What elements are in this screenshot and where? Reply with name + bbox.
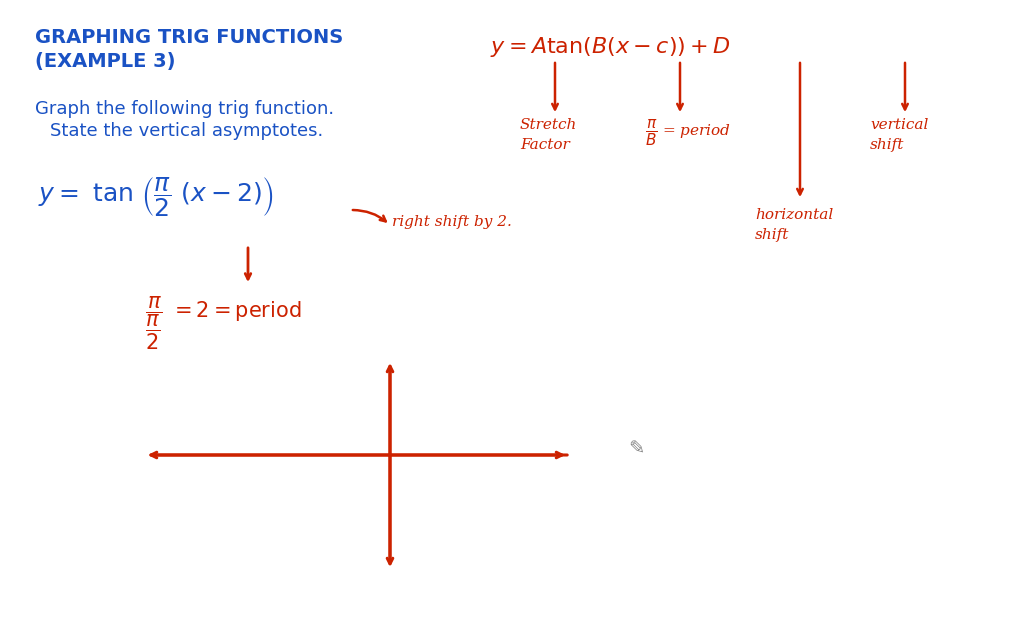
Text: $y = A\mathrm{tan}(B(x-c)) + D$: $y = A\mathrm{tan}(B(x-c)) + D$ [490,35,731,59]
Text: $\dfrac{\pi}{B}$ = period: $\dfrac{\pi}{B}$ = period [645,118,731,148]
Text: right shift by 2.: right shift by 2. [392,215,512,229]
Text: vertical: vertical [870,118,929,132]
Text: shift: shift [870,138,904,152]
Text: ✎: ✎ [628,440,644,459]
Text: horizontal: horizontal [755,208,834,222]
Text: $y = \ \mathrm{tan}\ \left(\dfrac{\pi}{2}\ (x - 2)\right)$: $y = \ \mathrm{tan}\ \left(\dfrac{\pi}{2… [38,175,274,219]
Text: shift: shift [755,228,790,242]
Text: $\dfrac{\pi}{\dfrac{\pi}{2}}\ = 2 = \mathrm{period}$: $\dfrac{\pi}{\dfrac{\pi}{2}}\ = 2 = \mat… [145,295,301,352]
Text: GRAPHING TRIG FUNCTIONS: GRAPHING TRIG FUNCTIONS [35,28,343,47]
Text: State the vertical asymptotes.: State the vertical asymptotes. [50,122,324,140]
Text: Factor: Factor [520,138,569,152]
Text: Graph the following trig function.: Graph the following trig function. [35,100,334,118]
Text: Stretch: Stretch [520,118,578,132]
Text: (EXAMPLE 3): (EXAMPLE 3) [35,52,175,71]
